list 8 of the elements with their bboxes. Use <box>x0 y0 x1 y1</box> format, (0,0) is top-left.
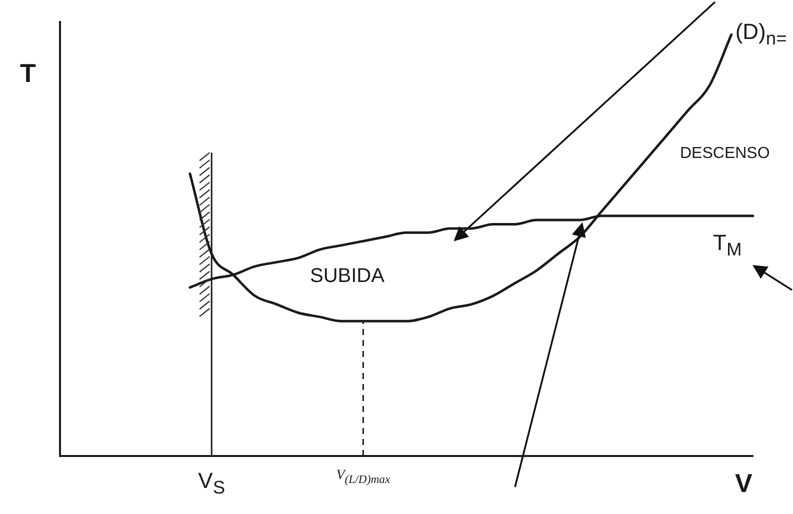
annotation: SUBIDA <box>310 265 384 288</box>
series-label: (D)$_{n=}$ <box>735 18 787 50</box>
x-axis-title: V <box>735 468 752 499</box>
x-tick-label: V$_{S}$ <box>198 468 226 498</box>
annotation: DESCENSO <box>680 145 770 163</box>
y-axis-title: T <box>20 58 36 89</box>
x-tick-label: V$_{(L/D)max}$ <box>336 468 390 486</box>
series-label: T$_{M}$ <box>713 230 742 260</box>
